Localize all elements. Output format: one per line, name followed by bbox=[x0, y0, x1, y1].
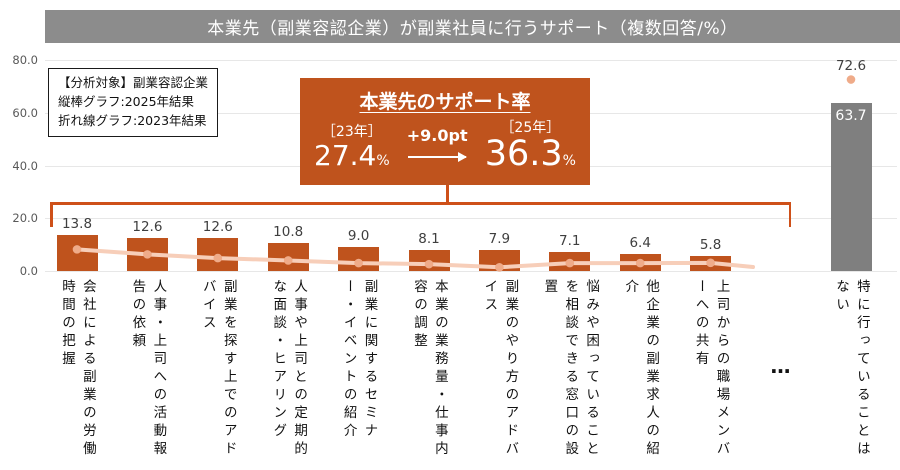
callout-change-label: +9.0pt bbox=[406, 126, 468, 145]
bracket-horizontal-line bbox=[50, 202, 791, 205]
category-label: 副業のやり方のアドバイス bbox=[481, 279, 519, 459]
category-label: 他企業の副業求人の紹介 bbox=[622, 279, 660, 459]
analysis-target-line: 【分析対象】副業容認企業 bbox=[58, 75, 209, 90]
y-axis-tick: 80.0 bbox=[12, 53, 38, 67]
y-axis-tick: 0.0 bbox=[19, 264, 38, 278]
bar-value-label: 12.6 bbox=[132, 218, 163, 235]
bar-2025 bbox=[619, 254, 661, 271]
callout-title: 本業先のサポート率 bbox=[359, 91, 531, 113]
bar-value-label: 63.7 bbox=[835, 107, 867, 124]
support-rate-callout: 本業先のサポート率 ［23年］ 27.4% +9.0pt ［25年］ 36.3% bbox=[300, 78, 590, 185]
gridline bbox=[45, 271, 897, 272]
gridline bbox=[45, 218, 897, 220]
callout-2025-percent-sign: % bbox=[562, 153, 576, 169]
line-series-legend-line: 折れ線グラフ:2023年結果 bbox=[58, 112, 207, 128]
callout-2025-year-label: ［25年］ bbox=[500, 120, 561, 136]
bracket-right-tick bbox=[788, 202, 791, 227]
bar-2025 bbox=[197, 237, 239, 271]
chart-title: 本業先（副業容認企業）が副業社員に行うサポート（複数回答/%） bbox=[207, 19, 738, 39]
analysis-note-box: 【分析対象】副業容認企業 縦棒グラフ:2025年結果 折れ線グラフ:2023年結… bbox=[48, 68, 219, 138]
callout-2025-number: 36.3 bbox=[484, 134, 563, 174]
callout-values-row: ［23年］ 27.4% +9.0pt ［25年］ 36.3% bbox=[300, 117, 590, 172]
bar-series-legend-line: 縦棒グラフ:2025年結果 bbox=[58, 93, 195, 109]
right-arrow-icon bbox=[408, 152, 468, 162]
callout-connector-line bbox=[446, 185, 449, 203]
callout-2023-number: 27.4 bbox=[314, 139, 377, 173]
chart-title-bar: 本業先（副業容認企業）が副業社員に行うサポート（複数回答/%） bbox=[45, 10, 900, 43]
category-label: 副業を探す上でのアドバイス bbox=[199, 279, 237, 459]
bar-2025 bbox=[478, 250, 520, 271]
bar-value-label: 6.4 bbox=[629, 235, 651, 252]
bar-value-label: 10.8 bbox=[273, 223, 304, 240]
callout-2025-block: ［25年］ 36.3% bbox=[485, 117, 576, 172]
bar-value-label: 5.8 bbox=[699, 236, 722, 253]
category-label: 悩みや困っていることを相談できる窓口の設置 bbox=[541, 279, 600, 459]
y-axis-tick: 60.0 bbox=[12, 105, 38, 120]
bar-value-label: 9.0 bbox=[347, 228, 370, 245]
bar-2025 bbox=[408, 249, 450, 271]
callout-change-block: +9.0pt bbox=[407, 126, 468, 172]
bar-2025-none bbox=[830, 102, 872, 271]
bar-2025 bbox=[56, 234, 98, 271]
category-label: 人事や上司との定期的な面談・ヒアリング bbox=[270, 279, 308, 459]
omitted-categories-ellipsis: … bbox=[770, 354, 792, 378]
bar-2025 bbox=[267, 242, 309, 271]
bar-2025 bbox=[549, 252, 591, 271]
callout-2025-value: 36.3% bbox=[485, 137, 576, 172]
category-label: 本業の業務量・仕事内容の調整 bbox=[411, 279, 448, 459]
line-marker-2023 bbox=[846, 75, 856, 84]
category-label: 特に行っていることはない bbox=[833, 279, 870, 459]
bracket-left-tick bbox=[50, 202, 53, 227]
callout-2023-percent-sign: % bbox=[376, 153, 390, 170]
bar-2025 bbox=[338, 247, 380, 271]
category-label: 副業に関するセミナー・イベントの紹介 bbox=[340, 279, 378, 441]
category-label: 会社による副業の労働時間の把握 bbox=[59, 279, 96, 459]
callout-2023-block: ［23年］ 27.4% bbox=[314, 121, 390, 172]
bar-value-label: 13.8 bbox=[61, 215, 93, 232]
bar-value-label: 8.1 bbox=[418, 230, 440, 247]
callout-2023-value: 27.4% bbox=[314, 139, 390, 173]
line-value-label: 72.6 bbox=[835, 57, 867, 74]
category-label: 上司からの職場メンバーへの共有 bbox=[692, 279, 730, 459]
bar-value-label: 7.1 bbox=[559, 233, 581, 250]
bar-2025 bbox=[126, 237, 168, 271]
bar-value-label: 12.6 bbox=[202, 218, 233, 235]
y-axis-tick: 40.0 bbox=[12, 158, 38, 173]
bar-2025 bbox=[690, 255, 732, 271]
y-axis-tick: 20.0 bbox=[12, 211, 38, 226]
gridline bbox=[45, 60, 897, 61]
bar-value-label: 7.9 bbox=[488, 231, 511, 248]
callout-2023-year-label: ［23年］ bbox=[321, 124, 382, 141]
category-label: 人事・上司への活動報告の依頼 bbox=[129, 279, 167, 459]
